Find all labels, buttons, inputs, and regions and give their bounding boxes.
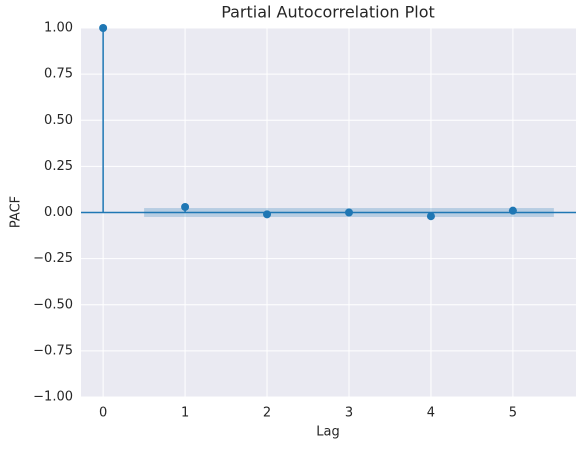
marker xyxy=(508,206,517,215)
y-tick-label: 1.00 xyxy=(44,21,73,36)
marker xyxy=(181,202,190,211)
x-axis-label: Lag xyxy=(316,425,339,440)
marker xyxy=(99,24,108,32)
chart-title: Partial Autocorrelation Plot xyxy=(221,3,435,22)
marker xyxy=(344,208,353,217)
x-tick-label: 5 xyxy=(509,406,517,421)
y-tick-label: −0.25 xyxy=(33,251,73,266)
x-tick-label: 4 xyxy=(427,406,435,421)
y-tick-label: 0.75 xyxy=(44,67,73,82)
x-tick-label: 3 xyxy=(345,406,353,421)
marker xyxy=(263,210,272,219)
y-tick-label: 0.00 xyxy=(44,205,73,220)
y-tick-label: −1.00 xyxy=(33,390,73,405)
marker xyxy=(426,212,435,221)
y-tick-label: −0.50 xyxy=(33,297,73,312)
x-tick-label: 1 xyxy=(181,406,189,421)
y-tick-label: 0.50 xyxy=(44,113,73,128)
y-axis-label: PACF xyxy=(9,196,24,228)
y-tick-label: −0.75 xyxy=(33,343,73,358)
x-tick-label: 0 xyxy=(99,406,107,421)
y-tick-label: 0.25 xyxy=(44,159,73,174)
x-tick-label: 2 xyxy=(263,406,271,421)
